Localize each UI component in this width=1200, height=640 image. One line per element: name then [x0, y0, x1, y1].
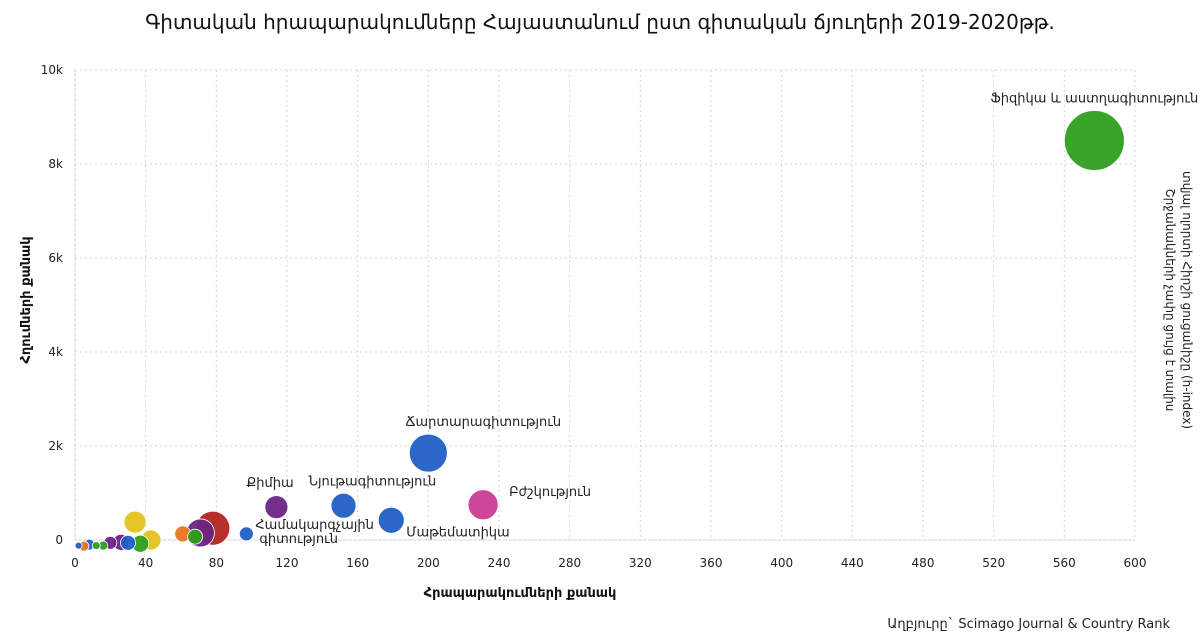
- bubble-label: Բժշկություն: [509, 485, 591, 500]
- x-tick-label: 440: [841, 556, 864, 570]
- x-axis-title: Հրապարակումների քանակ: [424, 586, 617, 601]
- chart-title: Գիտական հրապարակումները Հայաստանում ըստ …: [145, 10, 1055, 34]
- y-tick-label: 2k: [48, 439, 63, 453]
- bubble-label: Ֆիզիկա և աստղագիտություն: [990, 92, 1198, 107]
- bubble-point: [408, 433, 448, 473]
- y-tick-label: 10k: [41, 63, 63, 77]
- x-tick-label: 40: [138, 556, 153, 570]
- x-tick-label: 400: [770, 556, 793, 570]
- y-tick-label: 0: [55, 533, 63, 547]
- size-legend-line2: տվյալ ոլորտի Հիրշի ցուցանիշը (h-index): [1180, 171, 1194, 429]
- bubble-labels: Ֆիզիկա և աստղագիտություն Ճարտարագիտությու…: [246, 92, 1198, 547]
- bubble-label: Համակարգչային գիտություն: [255, 518, 374, 547]
- x-tick-label: 560: [1053, 556, 1076, 570]
- bubble-point: [91, 541, 101, 551]
- bubble-point: [238, 526, 254, 542]
- grid: [74, 69, 1136, 541]
- bubble-point: [123, 510, 147, 534]
- size-legend-line1: Շրջանակների չափը ցույց է տալիս: [1163, 189, 1177, 412]
- bubbles: [74, 110, 1125, 553]
- bubble-point: [74, 541, 83, 550]
- bubble-label: Ճարտարագիտություն: [405, 415, 561, 430]
- y-tick-label: 8k: [48, 157, 63, 171]
- x-tick-label: 160: [346, 556, 369, 570]
- bubble-point: [467, 489, 499, 521]
- x-tick-label: 0: [71, 556, 79, 570]
- bubble-point: [120, 534, 136, 551]
- bubble-point: [377, 506, 405, 534]
- y-tick-label: 6k: [48, 251, 63, 265]
- y-axis-title: Հղումների քանակ: [19, 236, 34, 363]
- x-tick-label: 360: [700, 556, 723, 570]
- bubble-label: Մաթեմատիկա: [406, 525, 510, 540]
- y-tick-label: 4k: [48, 345, 63, 359]
- bubble-point: [330, 492, 357, 519]
- plot-frame: [74, 69, 1136, 541]
- x-tick-label: 200: [417, 556, 440, 570]
- bubble-point: [1063, 110, 1125, 171]
- bubble-point: [187, 528, 204, 545]
- x-tick-label: 240: [488, 556, 511, 570]
- x-tick-label: 120: [276, 556, 299, 570]
- x-tick-label: 480: [912, 556, 935, 570]
- x-tick-label: 600: [1124, 556, 1147, 570]
- x-tick-label: 280: [558, 556, 581, 570]
- bubble-label: Քիմիա: [246, 476, 293, 491]
- x-tick-label: 520: [982, 556, 1005, 570]
- axis-ticks: 0 40 80 120 160 200 240 280 320 360 400 440 480 520 56…: [41, 63, 1147, 570]
- x-tick-label: 320: [629, 556, 652, 570]
- bubble-label: Նյութագիտություն: [309, 475, 437, 490]
- x-tick-label: 80: [209, 556, 224, 570]
- bubble-point: [264, 495, 289, 520]
- source-note: Աղբյուրը` Scimago Journal & Country Rank: [887, 617, 1170, 632]
